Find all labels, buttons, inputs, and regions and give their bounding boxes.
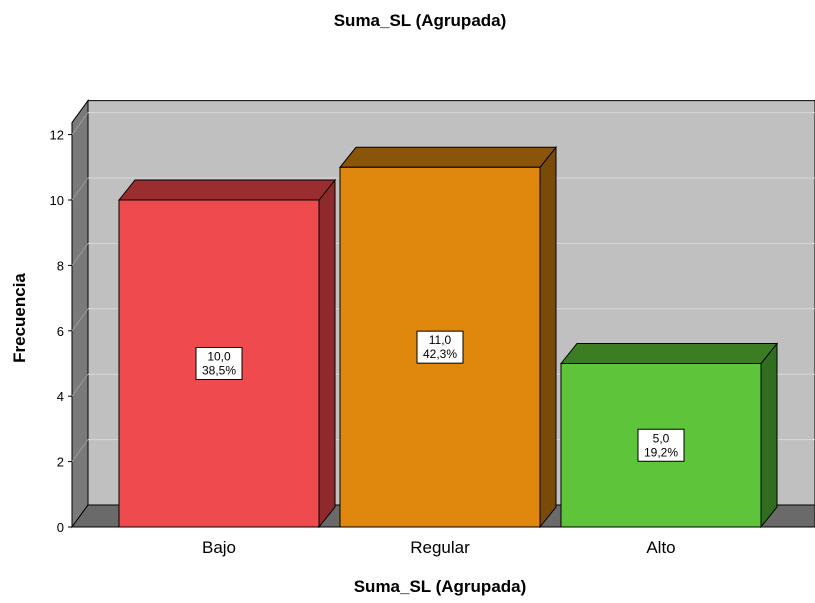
x-axis-title: Suma_SL (Agrupada)	[354, 577, 527, 596]
bar-side	[539, 145, 557, 529]
data-label-box	[195, 347, 243, 380]
gridline-side	[71, 177, 89, 201]
y-axis-title: Frecuencia	[10, 273, 29, 363]
bar-top	[117, 179, 337, 201]
data-label-box	[637, 428, 685, 462]
y-tick-label: 12	[50, 128, 64, 143]
bar-side	[318, 178, 336, 529]
x-axis-categories: Bajo Regular Alto	[202, 538, 676, 557]
bar-alto: 5,019,2%	[559, 342, 779, 529]
data-label-value: 10,0	[207, 350, 231, 364]
data-label-value: 5,0	[653, 431, 670, 445]
y-tick-label: 4	[57, 389, 64, 404]
gridline-side	[71, 439, 89, 462]
gridline-side	[71, 308, 89, 332]
data-label-percent: 38,5%	[202, 364, 236, 378]
data-label-percent: 19,2%	[644, 445, 678, 459]
y-tick-label: 2	[57, 455, 64, 470]
y-tick-label: 6	[57, 324, 64, 339]
x-category-label: Regular	[410, 538, 470, 557]
bar-side	[760, 342, 778, 529]
chart-title: Suma_SL (Agrupada)	[334, 11, 507, 30]
bar-top	[559, 343, 779, 364]
gridline-side	[71, 373, 89, 397]
gridline-side	[71, 112, 89, 135]
data-label-box	[416, 330, 464, 364]
bar-top	[338, 146, 558, 168]
y-tick-label: 0	[57, 520, 64, 535]
x-category-label: Bajo	[202, 538, 236, 557]
x-category-label: Alto	[646, 538, 675, 557]
y-tick-label: 10	[50, 193, 64, 208]
bar-regular: 11,042,3%	[338, 145, 558, 529]
data-label-percent: 42,3%	[423, 347, 457, 361]
side-wall	[71, 99, 89, 529]
y-axis-ticks: 0 2 4 6 8 10 12	[50, 128, 72, 535]
data-label-value: 11,0	[429, 333, 452, 347]
bar-bajo: 10,038,5%	[117, 178, 337, 529]
gridline-side	[71, 243, 89, 266]
bars: 10,038,5%11,042,3%5,019,2%	[117, 145, 779, 529]
y-tick-label: 8	[57, 258, 64, 273]
